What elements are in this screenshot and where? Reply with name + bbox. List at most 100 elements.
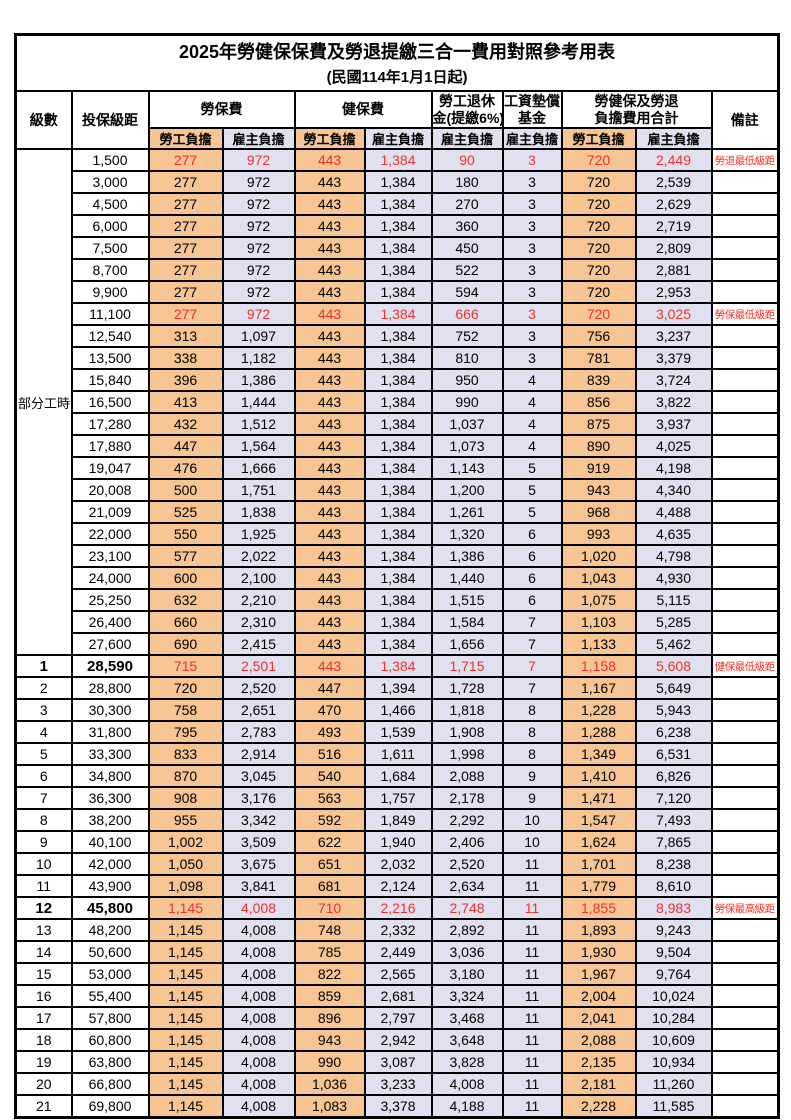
salary-bracket-cell: 48,200 [70, 918, 150, 942]
header-remark: 備註 [710, 90, 780, 150]
pension-employer-cell: 1,515 [430, 588, 504, 612]
health-employee-cell: 447 [293, 676, 366, 700]
wage-fund-employer-cell: 11 [501, 962, 563, 986]
salary-bracket-cell: 40,100 [70, 830, 150, 854]
fee-reference-table: 2025年勞健保保費及勞退提繳三合一費用對照參考用表 (民國114年1月1日起)… [14, 33, 781, 1119]
wage-fund-employer-cell: 7 [501, 610, 563, 634]
health-employee-cell: 592 [293, 808, 366, 832]
remark-cell [710, 632, 780, 656]
total-employee-cell: 720 [560, 170, 637, 194]
labor-employer-cell: 1,666 [221, 456, 296, 480]
remark-cell [710, 544, 780, 568]
header-wage-fund-line2: 基金 [518, 109, 546, 126]
wage-fund-employer-cell: 7 [501, 654, 563, 678]
total-employer-cell: 5,285 [634, 610, 713, 634]
pension-employer-cell: 180 [430, 170, 504, 194]
labor-employer-cell: 2,100 [221, 566, 296, 590]
table-row: 14 50,600 1,145 4,008 785 2,449 3,036 11 1,930 9,… [14, 940, 780, 964]
salary-bracket-cell: 28,590 [70, 654, 150, 678]
pension-employer-cell: 2,178 [430, 786, 504, 810]
header-labor-insurance: 勞保費 [147, 90, 296, 129]
total-employer-cell: 3,237 [634, 324, 713, 348]
salary-bracket-cell: 66,800 [70, 1072, 150, 1096]
total-employee-cell: 2,135 [560, 1050, 637, 1074]
labor-employee-cell: 277 [147, 258, 224, 282]
header-total: 勞健保及勞退 負擔費用合計 [560, 90, 713, 129]
header-health-insurance: 健保費 [293, 90, 433, 129]
health-employee-cell: 822 [293, 962, 366, 986]
labor-employee-cell: 1,145 [147, 1094, 224, 1119]
salary-bracket-cell: 42,000 [70, 852, 150, 876]
total-employer-cell: 3,822 [634, 390, 713, 414]
labor-employer-cell: 3,675 [221, 852, 296, 876]
wage-fund-employer-cell: 4 [501, 390, 563, 414]
pension-employer-cell: 3,648 [430, 1028, 504, 1052]
total-employer-cell: 10,609 [634, 1028, 713, 1052]
remark-cell: 健保最低級距 [710, 654, 780, 678]
labor-employee-cell: 1,145 [147, 940, 224, 964]
pension-employer-cell: 990 [430, 390, 504, 414]
labor-employee-cell: 870 [147, 764, 224, 788]
health-employee-cell: 443 [293, 434, 366, 458]
remark-cell [710, 984, 780, 1008]
salary-bracket-cell: 33,300 [70, 742, 150, 766]
health-employee-cell: 443 [293, 346, 366, 370]
total-employee-cell: 993 [560, 522, 637, 546]
health-employer-cell: 2,449 [363, 940, 433, 964]
total-employer-cell: 2,539 [634, 170, 713, 194]
pension-employer-cell: 450 [430, 236, 504, 260]
total-employer-cell: 11,260 [634, 1072, 713, 1096]
remark-cell [710, 566, 780, 590]
health-employer-cell: 1,384 [363, 148, 433, 172]
labor-employee-cell: 476 [147, 456, 224, 480]
health-employer-cell: 1,384 [363, 346, 433, 370]
labor-employee-cell: 277 [147, 280, 224, 304]
wage-fund-employer-cell: 10 [501, 808, 563, 832]
total-employee-cell: 720 [560, 280, 637, 304]
health-employer-cell: 3,087 [363, 1050, 433, 1074]
level-cell: 15 [14, 962, 73, 986]
health-employee-cell: 443 [293, 236, 366, 260]
level-cell: 12 [14, 896, 73, 920]
salary-bracket-cell: 11,100 [70, 302, 150, 326]
wage-fund-employer-cell: 9 [501, 786, 563, 810]
pension-employer-cell: 3,468 [430, 1006, 504, 1030]
health-employee-cell: 622 [293, 830, 366, 854]
salary-bracket-cell: 24,000 [70, 566, 150, 590]
table-row: 21 69,800 1,145 4,008 1,083 3,378 4,188 11 2,228… [14, 1094, 780, 1119]
total-employee-cell: 1,624 [560, 830, 637, 854]
health-employee-cell: 1,083 [293, 1094, 366, 1119]
labor-employer-cell: 3,342 [221, 808, 296, 832]
total-employer-cell: 10,934 [634, 1050, 713, 1074]
labor-employer-cell: 4,008 [221, 1072, 296, 1096]
table-row: 25,250 632 2,210 443 1,384 1,515 6 1,075 5,115 [16, 588, 780, 612]
health-employer-cell: 1,384 [363, 324, 433, 348]
pension-employer-cell: 1,073 [430, 434, 504, 458]
health-employer-cell: 1,684 [363, 764, 433, 788]
health-employee-cell: 710 [293, 896, 366, 920]
salary-bracket-cell: 21,009 [70, 500, 150, 524]
total-employer-cell: 3,937 [634, 412, 713, 436]
pension-employer-cell: 950 [430, 368, 504, 392]
labor-employer-cell: 2,210 [221, 588, 296, 612]
health-employer-cell: 2,332 [363, 918, 433, 942]
remark-cell [710, 368, 780, 392]
labor-employee-cell: 338 [147, 346, 224, 370]
pension-employer-cell: 4,008 [430, 1072, 504, 1096]
level-cell: 20 [14, 1072, 73, 1096]
header-pension-line2: 金(提繳6%) [432, 109, 503, 126]
total-employee-cell: 839 [560, 368, 637, 392]
health-employee-cell: 859 [293, 984, 366, 1008]
labor-employer-cell: 4,008 [221, 984, 296, 1008]
total-employer-cell: 3,379 [634, 346, 713, 370]
labor-employer-cell: 1,838 [221, 500, 296, 524]
total-employer-cell: 7,865 [634, 830, 713, 854]
total-employer-cell: 7,493 [634, 808, 713, 832]
total-employer-cell: 10,284 [634, 1006, 713, 1030]
wage-fund-employer-cell: 7 [501, 632, 563, 656]
salary-bracket-cell: 34,800 [70, 764, 150, 788]
total-employee-cell: 1,075 [560, 588, 637, 612]
total-employer-cell: 8,983 [634, 896, 713, 920]
level-cell: 10 [14, 852, 73, 876]
labor-employer-cell: 1,182 [221, 346, 296, 370]
